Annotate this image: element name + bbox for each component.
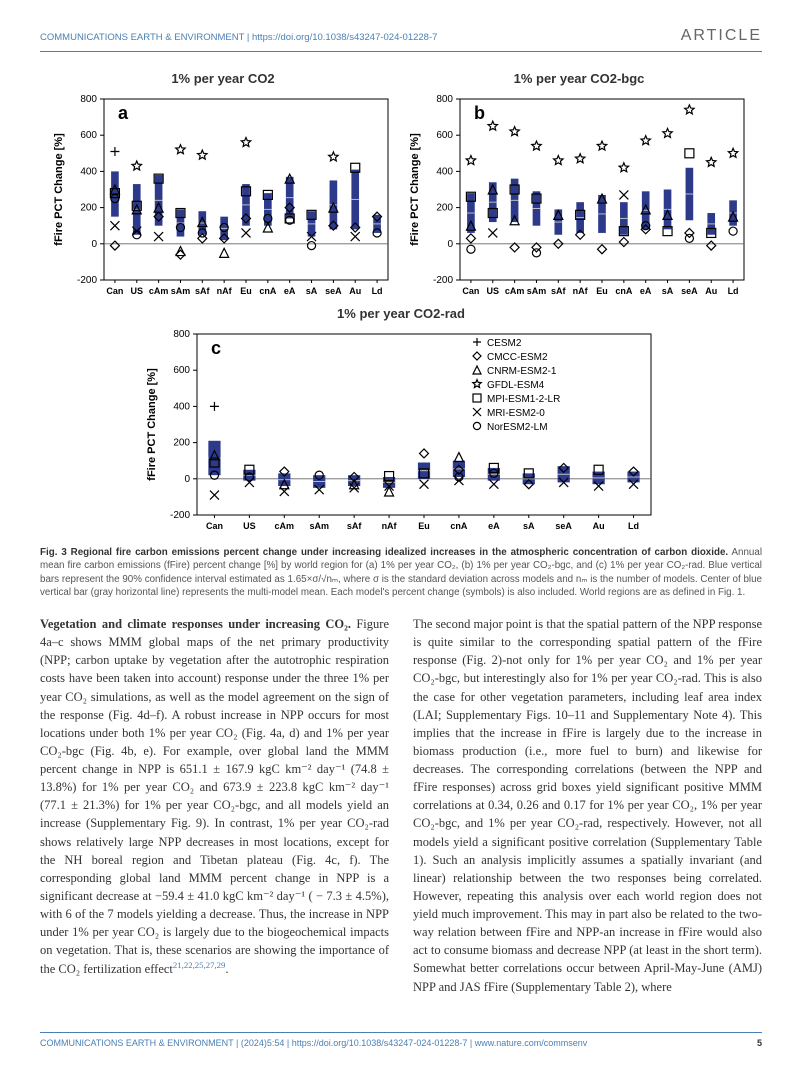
right-column: The second major point is that the spati… [413,615,762,1004]
body-text: Vegetation and climate responses under i… [40,615,762,1004]
svg-text:-200: -200 [170,510,190,521]
svg-text:eA: eA [488,521,500,531]
svg-text:a: a [118,103,129,123]
svg-text:Ld: Ld [728,286,739,296]
svg-text:seA: seA [681,286,698,296]
svg-text:sA: sA [306,286,318,296]
svg-text:sAm: sAm [171,286,191,296]
svg-text:400: 400 [173,401,190,412]
svg-text:fFire PCT Change [%]: fFire PCT Change [%] [146,368,158,481]
panel-c-title: 1% per year CO2-rad [141,305,661,324]
footer-citation[interactable]: COMMUNICATIONS EARTH & ENVIRONMENT | (20… [40,1037,587,1050]
svg-text:fFire PCT Change [%]: fFire PCT Change [%] [53,133,65,246]
svg-text:sAm: sAm [527,286,547,296]
page-number: 5 [757,1037,762,1050]
svg-text:600: 600 [173,365,190,376]
article-label: ARTICLE [681,24,762,47]
svg-text:sAf: sAf [195,286,211,296]
svg-text:CMCC-ESM2: CMCC-ESM2 [487,352,548,363]
svg-text:sA: sA [662,286,674,296]
svg-text:CNRM-ESM2-1: CNRM-ESM2-1 [487,366,557,377]
svg-text:c: c [211,338,221,358]
chart-c: -200 0 200 400 600 800 fFire PCT Change [%] c Ca… [141,326,661,541]
svg-text:Can: Can [206,521,223,531]
svg-text:US: US [131,286,144,296]
svg-text:sAf: sAf [551,286,567,296]
footer: COMMUNICATIONS EARTH & ENVIRONMENT | (20… [40,1032,762,1050]
svg-text:Au: Au [349,286,361,296]
svg-text:200: 200 [173,438,190,449]
svg-text:0: 0 [447,239,453,250]
panel-a-title: 1% per year CO2 [48,70,398,89]
right-paragraph: The second major point is that the spati… [413,615,762,996]
panel-b: 1% per year CO2-bgc -200 0 200 400 600 800 fFi… [404,70,754,305]
svg-text:0: 0 [184,474,190,485]
svg-text:eA: eA [640,286,652,296]
svg-text:nAf: nAf [573,286,589,296]
svg-text:Au: Au [705,286,717,296]
panel-c: 1% per year CO2-rad -200 0 200 400 600 800 fFi… [141,305,661,540]
svg-text:cnA: cnA [615,286,633,296]
svg-text:fFire PCT Change [%]: fFire PCT Change [%] [409,133,421,246]
svg-text:b: b [474,103,485,123]
svg-text:nAf: nAf [382,521,398,531]
caption-bold: Fig. 3 Regional fire carbon emissions pe… [40,547,728,558]
svg-text:MPI-ESM1-2-LR: MPI-ESM1-2-LR [487,394,560,405]
svg-text:600: 600 [436,130,453,141]
svg-text:0: 0 [91,239,97,250]
section-heading: Vegetation and climate responses under i… [40,617,351,631]
svg-text:800: 800 [80,94,97,105]
svg-text:eA: eA [284,286,296,296]
svg-text:sA: sA [523,521,535,531]
svg-text:200: 200 [80,203,97,214]
svg-text:Au: Au [593,521,605,531]
svg-text:cAm: cAm [275,521,295,531]
svg-text:cAm: cAm [149,286,169,296]
svg-text:GFDL-ESM4: GFDL-ESM4 [487,380,545,391]
svg-text:400: 400 [436,166,453,177]
svg-text:US: US [243,521,256,531]
chart-b: -200 0 200 400 600 800 fFire PCT Change [%] b Ca… [404,91,754,306]
svg-text:200: 200 [436,203,453,214]
panel-a: 1% per year CO2 -200 0 200 400 600 800 fFire P… [48,70,398,305]
svg-text:Ld: Ld [372,286,383,296]
svg-text:-200: -200 [77,275,97,286]
svg-text:Ld: Ld [628,521,639,531]
journal-link[interactable]: COMMUNICATIONS EARTH & ENVIRONMENT | htt… [40,31,437,45]
svg-text:seA: seA [555,521,572,531]
svg-text:MRI-ESM2-0: MRI-ESM2-0 [487,408,545,419]
svg-text:nAf: nAf [217,286,233,296]
svg-text:Eu: Eu [418,521,430,531]
left-paragraph: Figure 4a–c shows MMM global maps of the… [40,617,389,977]
svg-text:800: 800 [173,329,190,340]
svg-text:400: 400 [80,166,97,177]
svg-text:NorESM2-LM: NorESM2-LM [487,422,548,433]
figure-3: 1% per year CO2 -200 0 200 400 600 800 fFire P… [40,70,762,599]
figure-caption: Fig. 3 Regional fire carbon emissions pe… [40,546,762,599]
svg-text:CESM2: CESM2 [487,338,522,349]
svg-text:seA: seA [325,286,342,296]
chart-a: -200 0 200 400 600 800 fFire PCT Change [%] a Ca… [48,91,398,306]
svg-text:sAf: sAf [347,521,363,531]
svg-text:cnA: cnA [450,521,468,531]
svg-text:Can: Can [462,286,479,296]
svg-text:cAm: cAm [505,286,525,296]
svg-text:sAm: sAm [309,521,329,531]
left-column: Vegetation and climate responses under i… [40,615,389,1004]
svg-text:Eu: Eu [240,286,252,296]
header: COMMUNICATIONS EARTH & ENVIRONMENT | htt… [40,24,762,52]
svg-text:cnA: cnA [259,286,277,296]
svg-text:800: 800 [436,94,453,105]
svg-text:600: 600 [80,130,97,141]
svg-text:Eu: Eu [596,286,608,296]
svg-text:US: US [487,286,500,296]
panel-b-title: 1% per year CO2-bgc [404,70,754,89]
citation-refs[interactable]: 21,22,25,27,29 [173,960,226,970]
svg-text:-200: -200 [433,275,453,286]
svg-text:Can: Can [106,286,123,296]
